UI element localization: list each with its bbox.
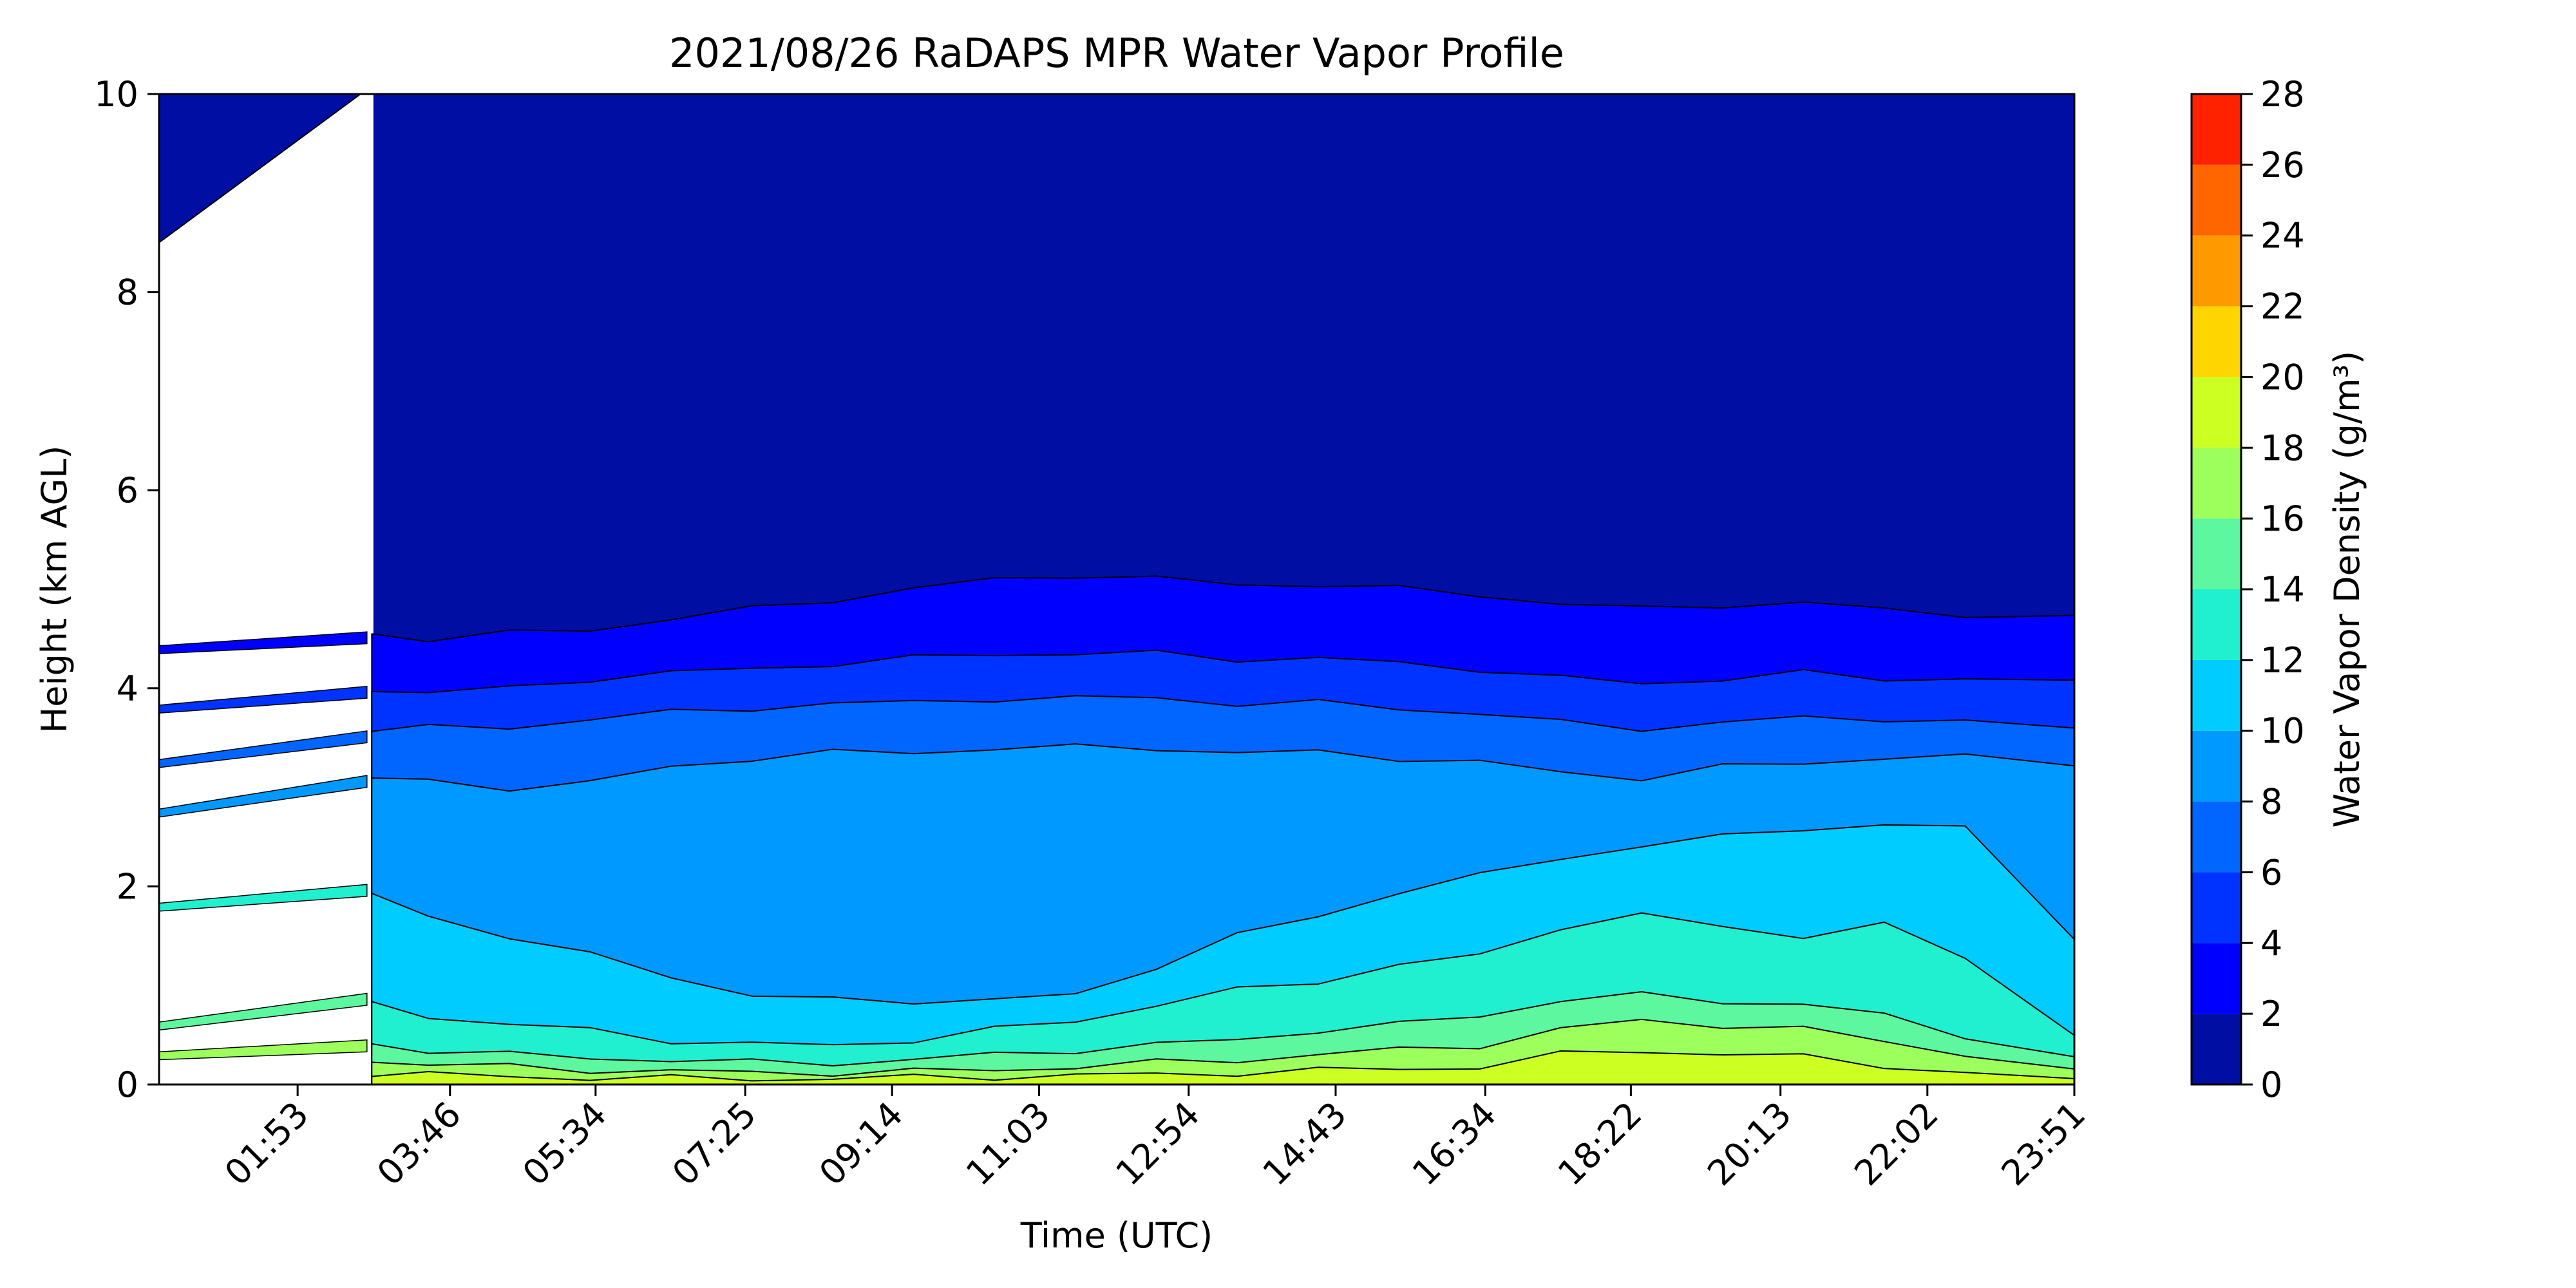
colorbar-swatch (2192, 518, 2241, 589)
x-tick-label: 05:34 (515, 1094, 614, 1194)
y-tick-label: 4 (117, 668, 138, 709)
y-tick-label: 0 (117, 1065, 138, 1105)
colorbar-tick-label: 2 (2260, 994, 2282, 1034)
colorbar-swatch (2192, 235, 2241, 307)
x-tick-label: 12:54 (1108, 1094, 1208, 1194)
y-tick-label: 10 (94, 74, 138, 115)
colorbar-swatch (2192, 306, 2241, 377)
band-18 (371, 1050, 2074, 1084)
y-tick-label: 6 (117, 470, 138, 511)
y-tick-label: 8 (117, 272, 138, 313)
colorbar-swatch (2192, 872, 2241, 943)
colorbar-tick-label: 4 (2260, 923, 2282, 963)
colorbar-swatch (2192, 589, 2241, 660)
colorbar-tick-label: 20 (2260, 357, 2305, 397)
x-tick-label: 01:53 (217, 1094, 317, 1194)
x-tick-label: 07:25 (665, 1094, 764, 1194)
y-axis: 0 2 4 6 8 10 (94, 74, 159, 1105)
colorbar-swatch (2192, 730, 2241, 802)
gap-fragment (159, 631, 368, 654)
colorbar-tick-label: 24 (2260, 216, 2305, 256)
x-tick-label: 16:34 (1405, 1094, 1504, 1194)
colorbar-tick-label: 12 (2260, 640, 2305, 681)
colorbar-tick-label: 22 (2260, 287, 2305, 327)
gap-fragment (159, 685, 368, 714)
colorbar-swatch (2192, 943, 2241, 1014)
x-axis: 01:53 03:46 05:34 07:25 09:14 11:03 12:54 14:43… (217, 1084, 2093, 1193)
colorbar-swatch (2192, 1014, 2241, 1084)
y-axis-label: Height (km AGL) (34, 446, 75, 734)
colorbar-tick-label: 0 (2260, 1065, 2282, 1105)
colorbar-tick-label: 6 (2260, 852, 2282, 893)
chart-title: 2021/08/26 RaDAPS MPR Water Vapor Profil… (669, 30, 1564, 77)
x-tick-label: 23:51 (1994, 1094, 2094, 1194)
x-tick-label: 22:02 (1846, 1094, 1946, 1194)
x-tick-label: 09:14 (811, 1094, 911, 1194)
contour-plot (159, 94, 2074, 1084)
x-tick-label: 20:13 (1700, 1094, 1799, 1194)
colorbar-swatch (2192, 448, 2241, 519)
colorbar-swatch (2192, 94, 2241, 165)
colorbar-tick-label: 18 (2260, 428, 2305, 468)
colorbar-tick-label: 28 (2260, 74, 2305, 115)
x-tick-label: 14:43 (1255, 1094, 1355, 1194)
colorbar-tick-label: 8 (2260, 782, 2282, 822)
gap-fragment (159, 775, 368, 818)
y-tick-label: 2 (117, 866, 138, 907)
colorbar-swatch (2192, 377, 2241, 448)
gap-wedge (159, 94, 362, 243)
x-axis-label: Time (UTC) (1020, 1215, 1213, 1256)
gap-fragment (159, 730, 368, 768)
x-tick-label: 11:03 (958, 1094, 1058, 1194)
gap-fragment (159, 1039, 368, 1061)
x-tick-label: 18:22 (1550, 1094, 1650, 1194)
colorbar-tick-label: 16 (2260, 498, 2305, 539)
gap-fragment (159, 884, 368, 912)
colorbar-tick-label: 26 (2260, 145, 2305, 185)
x-tick-label: 03:46 (369, 1094, 469, 1194)
colorbar-swatch (2192, 659, 2241, 731)
colorbar-swatch (2192, 164, 2241, 236)
colorbar-tick-label: 10 (2260, 711, 2305, 752)
colorbar-tick-label: 14 (2260, 569, 2305, 610)
colorbar-label: Water Vapor Density (g/m³) (2327, 351, 2367, 828)
gap-fragment (159, 992, 368, 1031)
plot-frame (158, 93, 2076, 1086)
colorbar-swatch (2192, 801, 2241, 873)
